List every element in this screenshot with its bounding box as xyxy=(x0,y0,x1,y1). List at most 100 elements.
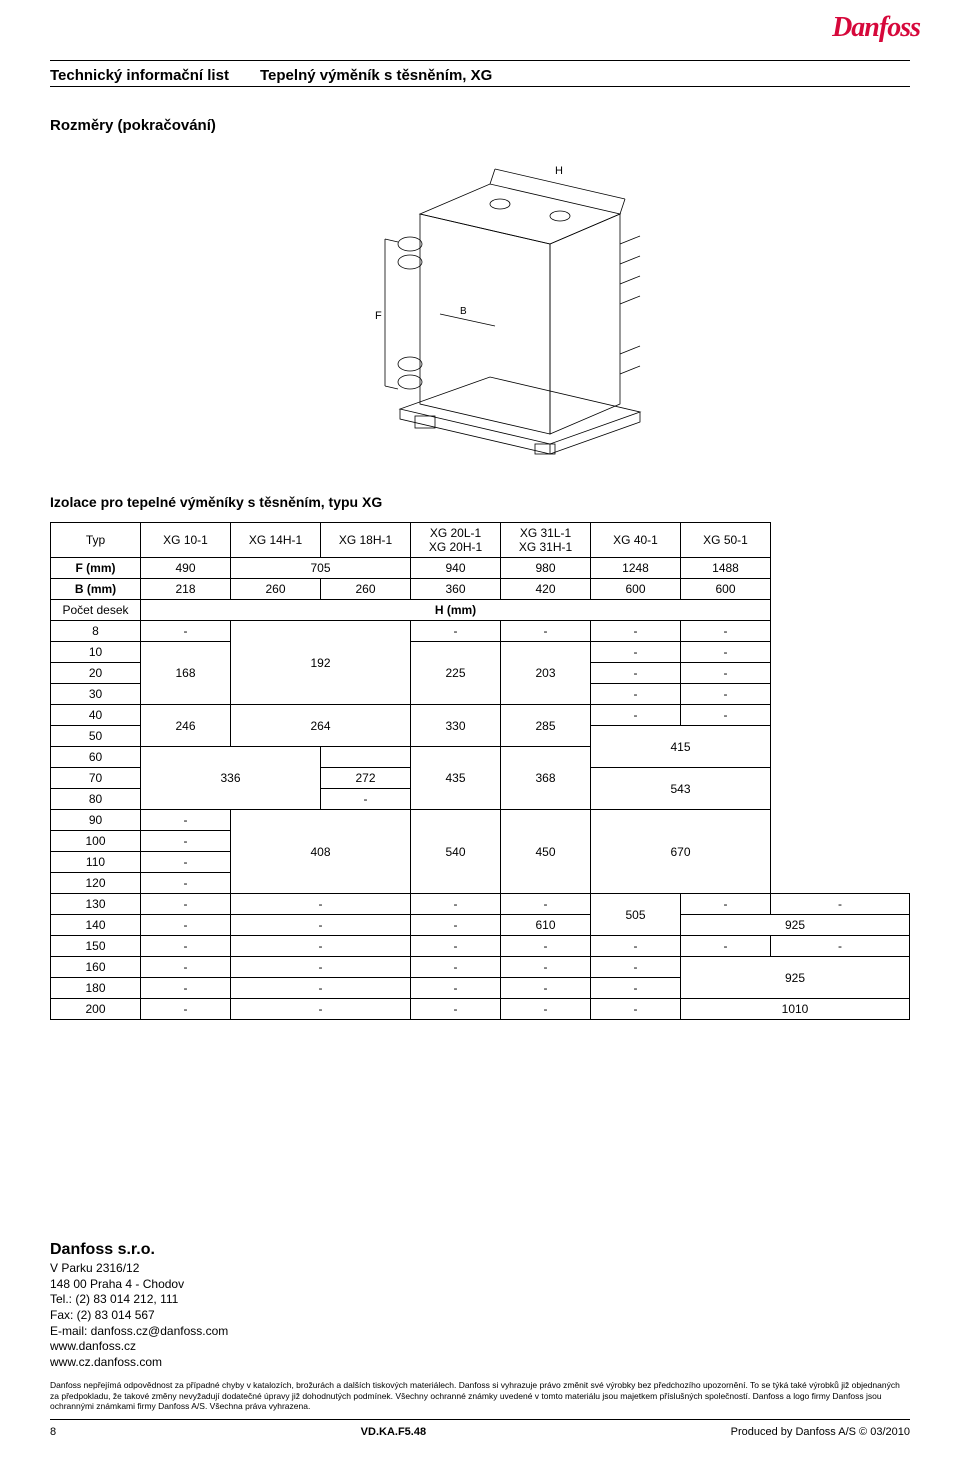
cell: 8 xyxy=(51,621,141,642)
cell: - xyxy=(591,684,681,705)
header-rule xyxy=(50,86,910,87)
address-block: V Parku 2316/12 148 00 Praha 4 - Chodov … xyxy=(50,1261,910,1370)
doc-code: VD.KA.F5.48 xyxy=(361,1426,426,1438)
cell: 192 xyxy=(231,621,411,705)
cell: 272 xyxy=(321,768,411,789)
cell: - xyxy=(231,915,411,936)
cell: 1488 xyxy=(681,558,771,579)
cell: 540 xyxy=(411,810,501,894)
dim-label-b: B xyxy=(460,306,467,317)
cell: - xyxy=(681,684,771,705)
cell: - xyxy=(141,957,231,978)
cell: - xyxy=(681,894,771,915)
cell: 30 xyxy=(51,684,141,705)
cell: - xyxy=(231,894,411,915)
diagram-wrapper: H F B xyxy=(50,154,910,464)
col-header: XG 14H-1 xyxy=(231,523,321,558)
cell: 980 xyxy=(501,558,591,579)
cell: 260 xyxy=(231,579,321,600)
cell: 670 xyxy=(591,810,771,894)
cell xyxy=(321,747,411,768)
disclaimer: Danfoss nepřejímá odpovědnost za případn… xyxy=(50,1380,910,1411)
product-name: Tepelný výměník s těsněním, XG xyxy=(260,67,910,84)
cell: 70 xyxy=(51,768,141,789)
h-label: H (mm) xyxy=(141,600,771,621)
web-line: www.danfoss.cz xyxy=(50,1339,910,1355)
cell: 203 xyxy=(501,642,591,705)
cell: - xyxy=(771,936,910,957)
cell: 160 xyxy=(51,957,141,978)
cell: - xyxy=(141,831,231,852)
cell: - xyxy=(411,621,501,642)
cell: 600 xyxy=(681,579,771,600)
cell: 368 xyxy=(501,747,591,810)
col-header: XG 18H-1 xyxy=(321,523,411,558)
cell: - xyxy=(141,894,231,915)
cell: 705 xyxy=(231,558,411,579)
cell: - xyxy=(141,873,231,894)
fax-line: Fax: (2) 83 014 567 xyxy=(50,1308,910,1324)
cell: - xyxy=(501,957,591,978)
cell: 543 xyxy=(591,768,771,810)
cell: 435 xyxy=(411,747,501,810)
dimensions-table: Typ XG 10-1 XG 14H-1 XG 18H-1 XG 20L-1 X… xyxy=(50,522,910,1020)
plates-label: Počet desek xyxy=(51,600,141,621)
cell: - xyxy=(591,936,681,957)
cell: - xyxy=(771,894,910,915)
tel-line: Tel.: (2) 83 014 212, 111 xyxy=(50,1292,910,1308)
cell: 610 xyxy=(501,915,591,936)
cell: - xyxy=(231,999,411,1020)
cell: 490 xyxy=(141,558,231,579)
cell: 264 xyxy=(231,705,411,747)
cell: - xyxy=(591,978,681,999)
company-name: Danfoss s.r.o. xyxy=(50,1241,910,1259)
cell: - xyxy=(681,663,771,684)
cell: - xyxy=(591,642,681,663)
cell: - xyxy=(591,957,681,978)
cell: 120 xyxy=(51,873,141,894)
section-title: Rozměry (pokračování) xyxy=(50,117,910,134)
footer-row: 8 VD.KA.F5.48 Produced by Danfoss A/S © … xyxy=(50,1426,910,1438)
cell: - xyxy=(411,915,501,936)
col-header: XG 50-1 xyxy=(681,523,771,558)
cell: - xyxy=(231,978,411,999)
cell: - xyxy=(141,852,231,873)
cell: - xyxy=(231,957,411,978)
cell: 1248 xyxy=(591,558,681,579)
cell: 360 xyxy=(411,579,501,600)
cell: 90 xyxy=(51,810,141,831)
cell: - xyxy=(411,894,501,915)
brand-logo: Danfoss xyxy=(832,12,920,44)
cell: 336 xyxy=(141,747,321,810)
cell: 60 xyxy=(51,747,141,768)
doc-type: Technický informační list xyxy=(50,67,260,84)
cell: 218 xyxy=(141,579,231,600)
produced-by: Produced by Danfoss A/S © 03/2010 xyxy=(731,1426,910,1438)
addr-line: 148 00 Praha 4 - Chodov xyxy=(50,1277,910,1293)
cell: - xyxy=(501,999,591,1020)
cell: 408 xyxy=(231,810,411,894)
cell: 10 xyxy=(51,642,141,663)
cell: - xyxy=(681,936,771,957)
header-row: Technický informační list Tepelný výmění… xyxy=(50,67,910,84)
cell: - xyxy=(501,978,591,999)
footer-rule xyxy=(50,1419,910,1420)
cell: - xyxy=(141,915,231,936)
cell: - xyxy=(411,936,501,957)
cell: 168 xyxy=(141,642,231,705)
footer: Danfoss s.r.o. V Parku 2316/12 148 00 Pr… xyxy=(50,1241,910,1438)
cell: 150 xyxy=(51,936,141,957)
col-header: XG 40-1 xyxy=(591,523,681,558)
cell: - xyxy=(591,705,681,726)
cell: - xyxy=(411,978,501,999)
cell: 130 xyxy=(51,894,141,915)
dim-label-f: F xyxy=(375,310,382,322)
diagram: H F B xyxy=(300,154,660,464)
cell: - xyxy=(591,999,681,1020)
cell: 80 xyxy=(51,789,141,810)
cell: 50 xyxy=(51,726,141,747)
cell: - xyxy=(141,936,231,957)
cell: 110 xyxy=(51,852,141,873)
cell: 1010 xyxy=(681,999,910,1020)
cell: 260 xyxy=(321,579,411,600)
